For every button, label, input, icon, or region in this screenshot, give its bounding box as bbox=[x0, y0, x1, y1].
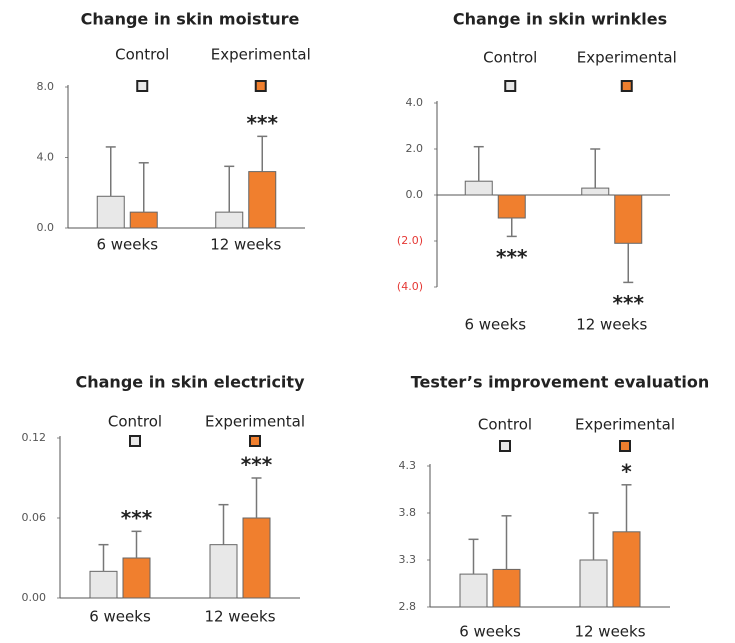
y-tick-label: 3.8 bbox=[399, 506, 417, 519]
legend-label: Control bbox=[483, 49, 537, 67]
x-tick-label: 12 weeks bbox=[210, 236, 281, 254]
legend-label: Experimental bbox=[205, 413, 305, 431]
bar bbox=[242, 517, 271, 599]
chart-title: Tester’s improvement evaluation bbox=[411, 373, 710, 392]
legend-swatch bbox=[254, 80, 267, 92]
y-tick-label: 2.0 bbox=[406, 142, 424, 155]
y-tick-label: 4.3 bbox=[399, 459, 417, 472]
significance-label: *** bbox=[613, 291, 645, 315]
y-tick-label: 2.8 bbox=[399, 600, 417, 613]
x-tick-label: 6 weeks bbox=[96, 236, 158, 254]
x-tick-label: 12 weeks bbox=[576, 316, 647, 334]
bar bbox=[129, 211, 158, 229]
bar bbox=[122, 557, 151, 599]
bar bbox=[248, 171, 277, 229]
bar bbox=[579, 559, 608, 608]
legend-swatch bbox=[499, 440, 511, 452]
bar bbox=[497, 194, 526, 219]
bar bbox=[612, 531, 641, 608]
y-tick-label: 3.3 bbox=[399, 553, 417, 566]
y-tick-label: 0.0 bbox=[406, 188, 424, 201]
bar bbox=[89, 570, 118, 599]
x-tick-label: 6 weeks bbox=[459, 623, 521, 641]
legend-label: Experimental bbox=[575, 416, 675, 434]
chart-title: Change in skin moisture bbox=[81, 10, 300, 29]
legend-swatch bbox=[620, 80, 633, 92]
significance-label: *** bbox=[247, 111, 279, 135]
legend-label: Control bbox=[108, 413, 162, 431]
y-tick-label: 0.0 bbox=[37, 221, 55, 234]
significance-label: *** bbox=[121, 506, 153, 530]
legend-label: Experimental bbox=[577, 49, 677, 67]
x-tick-label: 12 weeks bbox=[574, 623, 645, 641]
bar bbox=[209, 544, 238, 599]
significance-label: *** bbox=[241, 453, 273, 477]
legend-swatch bbox=[136, 80, 149, 92]
legend-swatch bbox=[129, 435, 141, 447]
legend-label: Experimental bbox=[211, 46, 311, 64]
bar bbox=[464, 180, 493, 196]
significance-label: *** bbox=[496, 245, 528, 269]
y-tick-label: 0.00 bbox=[22, 591, 47, 604]
x-tick-label: 12 weeks bbox=[204, 608, 275, 626]
bar bbox=[614, 194, 643, 244]
legend-swatch bbox=[249, 435, 261, 447]
legend-swatch bbox=[504, 80, 517, 92]
bar bbox=[492, 568, 521, 608]
x-tick-label: 6 weeks bbox=[89, 608, 151, 626]
y-tick-label: 0.06 bbox=[22, 511, 47, 524]
chart-title: Change in skin wrinkles bbox=[453, 10, 667, 29]
significance-label: * bbox=[621, 459, 632, 483]
y-tick-label: 0.12 bbox=[22, 431, 47, 444]
bar bbox=[96, 195, 125, 229]
y-tick-label: 8.0 bbox=[37, 80, 55, 93]
y-tick-label: (4.0) bbox=[397, 280, 423, 293]
bar bbox=[215, 211, 244, 229]
x-tick-label: 6 weeks bbox=[464, 316, 526, 334]
y-tick-label: 4.0 bbox=[37, 151, 55, 164]
y-tick-label: 4.0 bbox=[406, 96, 424, 109]
legend-swatch bbox=[619, 440, 631, 452]
legend-label: Control bbox=[478, 416, 532, 434]
bar bbox=[459, 573, 488, 608]
bar bbox=[581, 187, 610, 196]
y-tick-label: (2.0) bbox=[397, 234, 423, 247]
chart-title: Change in skin electricity bbox=[76, 373, 306, 392]
legend-label: Control bbox=[115, 46, 169, 64]
